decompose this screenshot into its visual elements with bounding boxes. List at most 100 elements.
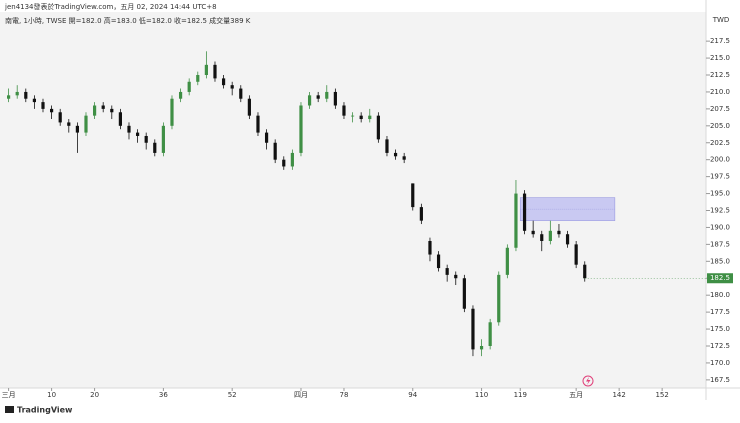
- candle-body: [204, 64, 208, 76]
- candle-body: [514, 193, 518, 248]
- y-tick-label: 180.0: [710, 291, 730, 299]
- candle-body: [497, 274, 501, 323]
- x-tick-label: 五月: [569, 391, 583, 399]
- candle-body: [368, 115, 372, 120]
- x-tick-label: 三月: [2, 391, 16, 399]
- candle-body: [402, 156, 406, 160]
- currency: TWD: [712, 16, 730, 24]
- candle-body: [531, 230, 535, 235]
- y-tick-label: 175.0: [710, 325, 730, 333]
- x-tick-label: 78: [340, 391, 349, 399]
- candle-body: [505, 247, 509, 275]
- candle-body: [264, 132, 269, 143]
- y-tick-label: 185.0: [710, 257, 730, 265]
- y-tick-label: 170.0: [710, 359, 730, 367]
- candle-body: [428, 240, 432, 255]
- event-icon[interactable]: [582, 375, 594, 387]
- candle-body: [411, 183, 415, 208]
- symbol-legend: 南電, 1小時, TWSE 開=182.0 高=183.0 低=182.0 收=…: [5, 16, 251, 25]
- x-tick-label: 94: [408, 391, 417, 399]
- candle-body: [316, 95, 320, 99]
- candle-body: [307, 95, 312, 106]
- candle-body: [325, 91, 329, 99]
- x-tick-label: 152: [655, 391, 668, 399]
- y-tick-label: 167.5: [710, 376, 730, 384]
- candle-body: [118, 112, 122, 126]
- candle-body: [557, 230, 561, 235]
- x-tick-label: 10: [47, 391, 56, 399]
- y-tick-label: 172.5: [710, 342, 730, 350]
- candle-body: [75, 125, 79, 133]
- candle-body: [282, 159, 286, 167]
- candle-body: [471, 308, 475, 350]
- candle-body: [187, 81, 191, 92]
- x-tick-label: 110: [475, 391, 488, 399]
- y-tick-label: 215.0: [710, 54, 730, 62]
- candle-body: [170, 98, 174, 126]
- candle-body: [110, 108, 114, 113]
- candle-body: [290, 152, 294, 167]
- y-tick-label: 195.0: [710, 190, 730, 198]
- candle-body: [58, 112, 62, 123]
- candle-body: [488, 322, 492, 346]
- candle-body: [479, 345, 484, 350]
- brand-logo: [5, 406, 14, 413]
- y-tick-label: 202.5: [710, 139, 730, 147]
- candle-body: [376, 115, 380, 140]
- candle-body: [342, 105, 346, 116]
- candle-body: [92, 105, 97, 116]
- candle-body: [359, 115, 363, 120]
- candle-body: [350, 115, 355, 117]
- y-tick-label: 187.5: [710, 240, 730, 248]
- candle-body: [230, 85, 234, 89]
- candle-body: [333, 91, 337, 106]
- candle-body: [178, 91, 183, 99]
- y-tick-label: 207.5: [710, 105, 730, 113]
- candle-body: [540, 234, 544, 241]
- x-tick-label: 四月: [294, 391, 308, 399]
- y-tick-label: 217.5: [710, 37, 730, 45]
- candle-body: [419, 207, 423, 221]
- y-tick-label: 177.5: [710, 308, 730, 316]
- candle-body: [583, 264, 587, 279]
- y-tick-label: 200.0: [710, 156, 730, 164]
- x-tick-label: 119: [514, 391, 527, 399]
- candle-body: [101, 105, 105, 109]
- candle-body: [127, 125, 131, 133]
- x-tick-label: 36: [159, 391, 168, 399]
- candle-body: [24, 91, 28, 99]
- candle-body: [67, 122, 71, 126]
- candle-body: [153, 142, 157, 153]
- candle-body: [256, 115, 260, 133]
- brand: TradingView: [17, 406, 73, 415]
- candle-body: [522, 193, 527, 231]
- candle-body: [436, 254, 441, 269]
- last-price-badge: [707, 273, 733, 284]
- candle-body: [221, 78, 226, 86]
- candle-body: [32, 98, 36, 103]
- candle-body: [196, 75, 200, 82]
- y-tick-label: 197.5: [710, 173, 730, 181]
- candle-body: [247, 98, 251, 116]
- candle-body: [6, 95, 11, 99]
- y-tick-label: 205.0: [710, 122, 730, 130]
- candle-body: [239, 88, 243, 99]
- y-tick-label: 190.0: [710, 223, 730, 231]
- candle-body: [41, 102, 45, 109]
- y-tick-label: 210.0: [710, 88, 730, 96]
- candle-body: [445, 268, 449, 275]
- candle-body: [84, 115, 88, 133]
- candle-body: [135, 132, 140, 136]
- x-tick-label: 52: [228, 391, 237, 399]
- last-price-label: 182.5: [710, 274, 730, 282]
- candle-body: [462, 278, 466, 309]
- candle-body: [273, 142, 277, 160]
- x-tick-label: 20: [90, 391, 99, 399]
- candle-body: [15, 91, 19, 96]
- event-icon-bolt: [586, 377, 591, 385]
- candle-body: [385, 139, 389, 153]
- candle-body: [299, 105, 303, 153]
- candle-body: [161, 125, 165, 153]
